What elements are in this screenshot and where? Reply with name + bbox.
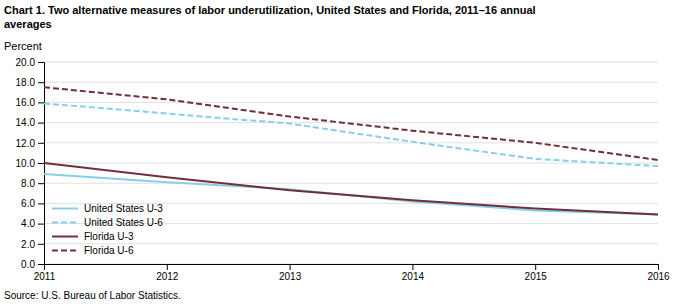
legend-swatch — [52, 250, 78, 252]
legend-swatch — [52, 236, 78, 238]
y-tick-mark — [38, 62, 44, 63]
grid-line — [44, 243, 658, 244]
y-tick-label: 12.0 — [16, 138, 36, 149]
y-tick-mark — [38, 264, 44, 265]
y-tick-mark — [38, 102, 44, 103]
x-tick-label: 2012 — [156, 271, 179, 282]
y-tick-mark — [38, 244, 44, 245]
y-tick-label: 4.0 — [21, 218, 35, 229]
y-tick-mark — [38, 143, 44, 144]
plot-area — [44, 87, 658, 214]
x-tick: 2013 — [279, 264, 302, 282]
y-tick-mark — [38, 203, 44, 204]
grid — [44, 62, 658, 264]
y-tick-label: 20.0 — [16, 57, 36, 68]
grid-line — [44, 142, 658, 143]
y-tick-mark — [38, 123, 44, 124]
chart: Chart 1. Two alternative measures of lab… — [0, 0, 682, 304]
x-tick: 2015 — [525, 264, 548, 282]
y-tick-mark — [38, 183, 44, 184]
legend-item: United States U-3 — [52, 203, 163, 214]
y-tick-mark — [38, 163, 44, 164]
y-tick: 14.0 — [16, 117, 44, 128]
line — [44, 174, 658, 214]
y-tick: 12.0 — [16, 138, 44, 149]
x-tick-label: 2015 — [525, 271, 548, 282]
grid-line — [44, 82, 658, 83]
legend-item: Florida U-6 — [52, 245, 134, 256]
x-tick-mark — [535, 264, 536, 270]
y-tick-label: 14.0 — [16, 117, 36, 128]
y-tick: 10.0 — [16, 158, 44, 169]
grid-line — [44, 163, 658, 164]
y-tick-mark — [38, 224, 44, 225]
y-tick: 16.0 — [16, 97, 44, 108]
y-tick: 6.0 — [21, 198, 44, 209]
legend-label: United States U-3 — [84, 203, 163, 214]
x-tick-mark — [658, 264, 659, 270]
x-axis: 2011 2012 2013 2014 2015 2016 — [34, 264, 670, 282]
x-tick-mark — [167, 264, 168, 270]
y-tick: 2.0 — [21, 239, 44, 250]
x-tick: 2012 — [156, 264, 179, 282]
x-tick-mark — [412, 264, 413, 270]
y-axis-line — [38, 63, 45, 265]
x-tick-label: 2011 — [34, 271, 56, 282]
x-tick: 2014 — [402, 264, 425, 282]
legend-item: Florida U-3 — [52, 231, 134, 242]
y-tick-label: 10.0 — [16, 158, 36, 169]
x-tick: 2016 — [647, 264, 670, 282]
y-tick: 8.0 — [21, 178, 44, 189]
line — [44, 87, 658, 160]
y-tick-label: 0.0 — [21, 259, 35, 270]
y-tick-label: 16.0 — [16, 97, 36, 108]
legend: United States U-3 United States U-6 Florid… — [52, 203, 163, 256]
legend-label: Florida U-3 — [84, 231, 134, 242]
title: Chart 1. Two alternative measures of lab… — [4, 4, 536, 30]
y-tick-label: 8.0 — [21, 178, 35, 189]
y-tick: 4.0 — [21, 218, 44, 229]
x-tick-mark — [290, 264, 291, 270]
grid-line — [44, 62, 658, 63]
legend-label: Florida U-6 — [84, 245, 134, 256]
x-tick-label: 2016 — [647, 271, 670, 282]
y-tick: 0.0 — [21, 259, 44, 270]
y-tick: 18.0 — [16, 77, 44, 88]
grid-line — [44, 102, 658, 103]
x-tick-label: 2014 — [402, 271, 425, 282]
y-tick-mark — [38, 82, 44, 83]
y-axis-label: Percent — [4, 40, 42, 52]
x-axis-line — [45, 265, 659, 271]
y-tick-label: 18.0 — [16, 77, 36, 88]
x-tick: 2011 — [34, 264, 56, 282]
annotation: Source: U.S. Bureau of Labor Statistics. — [4, 290, 181, 301]
y-tick-label: 6.0 — [21, 198, 35, 209]
x-tick-label: 2013 — [279, 271, 302, 282]
legend-swatch — [52, 222, 78, 224]
y-tick-label: 2.0 — [21, 239, 35, 250]
y-axis: 0.0 2.0 4.0 6.0 8.0 10.0 12.0 14.0 16.0 18.0 20.0 — [16, 57, 45, 270]
grid-line — [44, 183, 658, 184]
y-tick: 20.0 — [16, 57, 44, 68]
legend-item: United States U-6 — [52, 217, 163, 228]
line — [44, 163, 658, 215]
legend-label: United States U-6 — [84, 217, 163, 228]
line — [44, 103, 658, 166]
legend-swatch — [52, 208, 78, 210]
